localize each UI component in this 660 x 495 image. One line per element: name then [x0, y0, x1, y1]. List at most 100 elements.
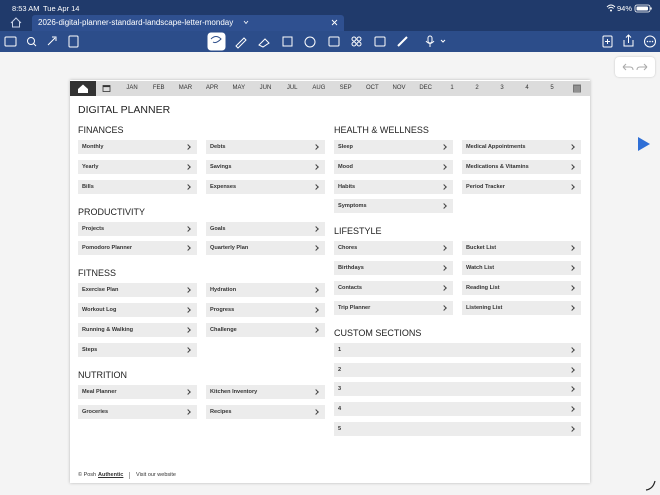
button-label[interactable]: Quarterly Plan — [210, 245, 249, 252]
nav-button[interactable]: Quarterly Plan — [206, 241, 325, 256]
nav-button[interactable]: Groceries — [78, 404, 197, 419]
button-label[interactable]: Hydration — [210, 287, 237, 294]
button-label[interactable]: Challenge — [210, 327, 237, 333]
nav-button[interactable]: 2 — [334, 362, 581, 377]
button-label[interactable]: Debts — [210, 144, 226, 150]
nav-button[interactable]: Mood — [334, 159, 453, 174]
tab-title[interactable]: 2026-digital-planner-standard-landscape-… — [38, 18, 234, 27]
nav-button[interactable]: Habits — [334, 179, 453, 194]
button-label[interactable]: Kitchen Inventory — [210, 388, 258, 395]
nav-month[interactable]: OCT — [365, 85, 379, 91]
outline-button[interactable] — [68, 35, 79, 48]
floating-play-button[interactable] — [636, 135, 652, 153]
button-label[interactable]: Exercise Plan — [82, 287, 119, 294]
document-tab[interactable] — [32, 15, 344, 31]
nav-button[interactable]: Expenses — [206, 179, 325, 194]
nav-month[interactable]: FEB — [152, 85, 165, 91]
button-label[interactable]: 2 — [338, 366, 342, 373]
shape-tool[interactable] — [304, 36, 316, 48]
button-label[interactable]: Trip Planner — [338, 304, 371, 311]
nav-button[interactable]: Medical Appointments — [462, 140, 581, 154]
button-label[interactable]: Running & Walking — [82, 327, 134, 333]
button-label[interactable]: Medical Appointments — [466, 144, 526, 150]
button-label[interactable]: 4 — [338, 406, 342, 413]
share-button[interactable] — [623, 34, 634, 47]
button-label[interactable]: Medications & Vitamins — [466, 163, 529, 170]
nav-button[interactable]: Symptoms — [334, 199, 453, 214]
footer-link[interactable]: Visit our website — [136, 472, 176, 478]
nav-button[interactable]: Projects — [78, 221, 197, 236]
nav-month[interactable]: MAR — [178, 85, 193, 91]
nav-page[interactable]: 5 — [550, 85, 554, 91]
nav-button[interactable]: Contacts — [334, 281, 453, 295]
button-label[interactable]: Habits — [338, 183, 356, 190]
mic-button[interactable] — [427, 35, 433, 44]
button-label[interactable]: Projects — [82, 225, 105, 232]
button-label[interactable]: 3 — [338, 386, 342, 393]
eraser-tool[interactable] — [258, 38, 270, 48]
tab-menu[interactable] — [243, 20, 249, 25]
nav-month[interactable]: MAY — [232, 85, 246, 91]
nav-button[interactable]: 1 — [334, 342, 581, 357]
nav-month[interactable]: JUN — [259, 85, 272, 91]
laser-tool[interactable] — [397, 36, 408, 47]
nav-button[interactable]: Steps — [78, 342, 197, 357]
button-label[interactable]: Bucket List — [466, 245, 497, 252]
nav-button[interactable]: Savings — [206, 159, 325, 174]
nav-button[interactable]: 4 — [334, 402, 581, 417]
button-label[interactable]: Birthdays — [338, 265, 364, 272]
nav-index[interactable] — [572, 84, 582, 93]
nav-month[interactable]: APR — [205, 85, 219, 91]
add-page-button[interactable] — [602, 35, 613, 48]
button-label[interactable]: Expenses — [210, 183, 237, 190]
nav-page[interactable]: 3 — [500, 85, 504, 91]
nav-button[interactable]: Goals — [206, 221, 325, 236]
button-label[interactable]: Recipes — [210, 408, 232, 415]
footer-brand[interactable]: Authentic — [98, 472, 124, 478]
nav-month[interactable]: AUG — [312, 85, 326, 91]
nav-button[interactable]: Period Tracker — [462, 179, 581, 194]
button-label[interactable]: Goals — [210, 225, 226, 232]
nav-button[interactable]: Watch List — [462, 261, 581, 276]
nav-button[interactable]: Listening List — [462, 300, 581, 315]
nav-button[interactable]: Chores — [334, 241, 453, 256]
nav-button[interactable]: Meal Planner — [78, 384, 197, 399]
nav-button[interactable]: Kitchen Inventory — [206, 384, 325, 399]
nav-button[interactable]: Reading List — [462, 281, 581, 295]
nav-page[interactable]: 4 — [525, 85, 529, 91]
button-label[interactable]: Groceries — [82, 408, 109, 415]
nav-button[interactable]: 5 — [334, 422, 581, 436]
nav-button[interactable]: Challenge — [206, 323, 325, 337]
nav-button[interactable]: Recipes — [206, 404, 325, 419]
nav-button[interactable]: Monthly — [78, 140, 197, 154]
button-label[interactable]: Savings — [210, 163, 232, 170]
more-button[interactable] — [644, 35, 656, 48]
button-label[interactable]: Pomodoro Planner — [82, 245, 133, 252]
button-label[interactable]: Period Tracker — [466, 183, 505, 190]
nav-month[interactable]: DEC — [419, 85, 433, 91]
button-label[interactable]: Steps — [82, 346, 98, 353]
elements-tool[interactable] — [351, 36, 357, 42]
nav-button[interactable]: Birthdays — [334, 261, 453, 276]
sticky-tool[interactable] — [374, 36, 386, 47]
nav-button[interactable]: Sleep — [334, 140, 453, 154]
nav-month[interactable]: SEP — [339, 85, 352, 91]
nav-month[interactable]: JAN — [126, 85, 138, 91]
undo-redo-arrows[interactable] — [622, 63, 648, 71]
button-label[interactable]: Mood — [338, 163, 353, 170]
nav-button[interactable]: Trip Planner — [334, 300, 453, 315]
button-label[interactable]: Symptoms — [338, 203, 367, 210]
nav-home[interactable] — [70, 81, 96, 96]
button-label[interactable]: Yearly — [82, 163, 99, 170]
nav-button[interactable]: 3 — [334, 382, 581, 397]
button-label[interactable]: Reading List — [466, 285, 500, 291]
button-label[interactable]: Progress — [210, 307, 235, 314]
button-label[interactable]: 5 — [338, 426, 342, 432]
nav-button[interactable]: Workout Log — [78, 303, 197, 318]
image-tool[interactable] — [328, 36, 340, 47]
nav-button[interactable]: Exercise Plan — [78, 283, 197, 298]
nav-button[interactable]: Debts — [206, 140, 325, 154]
magic-button[interactable] — [47, 36, 57, 46]
button-label[interactable]: 1 — [338, 346, 342, 353]
text-tool[interactable] — [282, 36, 293, 47]
